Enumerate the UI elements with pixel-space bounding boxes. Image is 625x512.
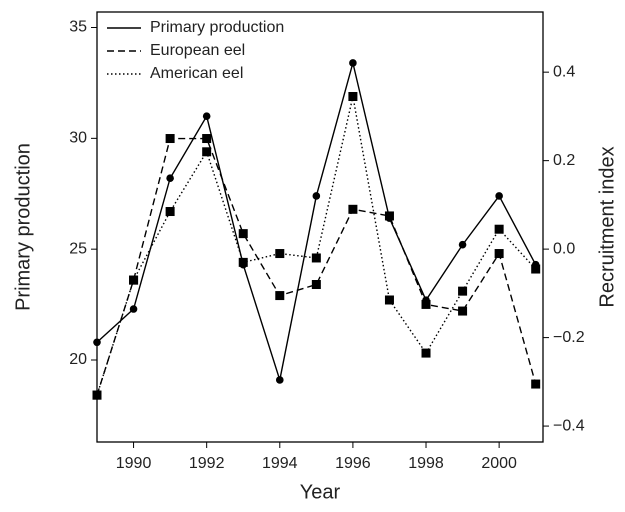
point [348,91,358,101]
point [165,207,175,217]
point [166,174,174,183]
point [421,299,431,309]
x-tick-label: 1994 [262,455,298,472]
y-tick-label: 20 [69,351,87,368]
x-axis-label: Year [300,481,341,503]
point [238,229,248,239]
point [421,348,431,358]
x-tick-label: 1998 [408,455,444,472]
legend-label: Primary production [150,19,284,36]
y2-axis-label: Recruitment index [596,146,618,307]
x-tick-label: 1992 [189,455,225,472]
point [202,112,211,120]
point [384,295,394,305]
point [275,249,285,259]
point [495,192,503,200]
point [494,249,504,259]
point [129,305,138,313]
point [275,376,284,384]
y-tick-label: 25 [69,240,87,257]
point [458,286,468,296]
legend-label: European eel [150,42,245,59]
point [531,264,541,274]
point [312,192,321,200]
x-tick-label: 1990 [116,455,152,472]
y2-tick-label: −0.2 [553,329,585,346]
y-tick-label: 30 [69,130,87,147]
x-tick-label: 1996 [335,455,371,472]
point [93,338,101,347]
point [311,280,321,290]
legend-label: American eel [150,65,243,82]
point [202,134,212,144]
series-line [96,62,537,381]
y2-tick-label: 0.4 [553,63,575,80]
point [349,59,357,67]
point [275,291,285,301]
point [458,306,468,316]
point [238,257,248,267]
y2-tick-label: −0.4 [553,417,585,434]
point [384,211,394,221]
series-line [96,137,537,396]
point [165,134,175,144]
y-axis-label: Primary production [12,143,34,311]
series-line [96,96,537,396]
point [348,204,358,214]
y2-tick-label: 0.0 [553,240,575,257]
point [458,240,467,249]
point [92,390,102,400]
point [129,275,139,285]
y-tick-label: 35 [69,19,87,36]
y2-tick-label: 0.2 [553,152,575,169]
plot-frame [96,11,544,443]
point [202,147,212,157]
point [494,224,504,234]
point [311,253,321,263]
point [531,379,541,389]
x-tick-label: 2000 [481,455,517,472]
